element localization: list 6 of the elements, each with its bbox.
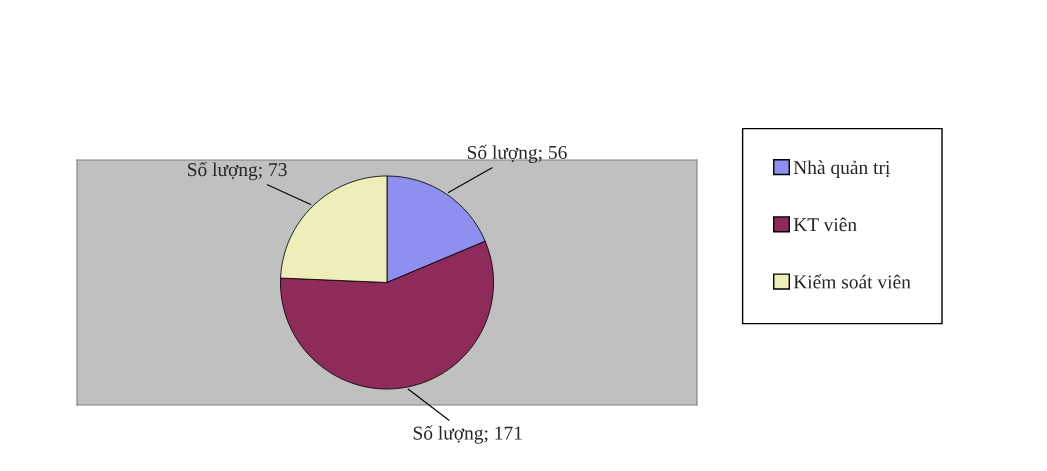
data-label: Số lượng; 73 [188, 161, 287, 181]
legend-label: KT viên [793, 217, 857, 232]
data-label: Số lượng; 171 [413, 425, 522, 444]
legend-label: Nhà quản trị [793, 160, 890, 179]
legend-label: Kiểm soát viên [793, 274, 911, 289]
data-label: Số lượng; 56 [467, 144, 567, 163]
